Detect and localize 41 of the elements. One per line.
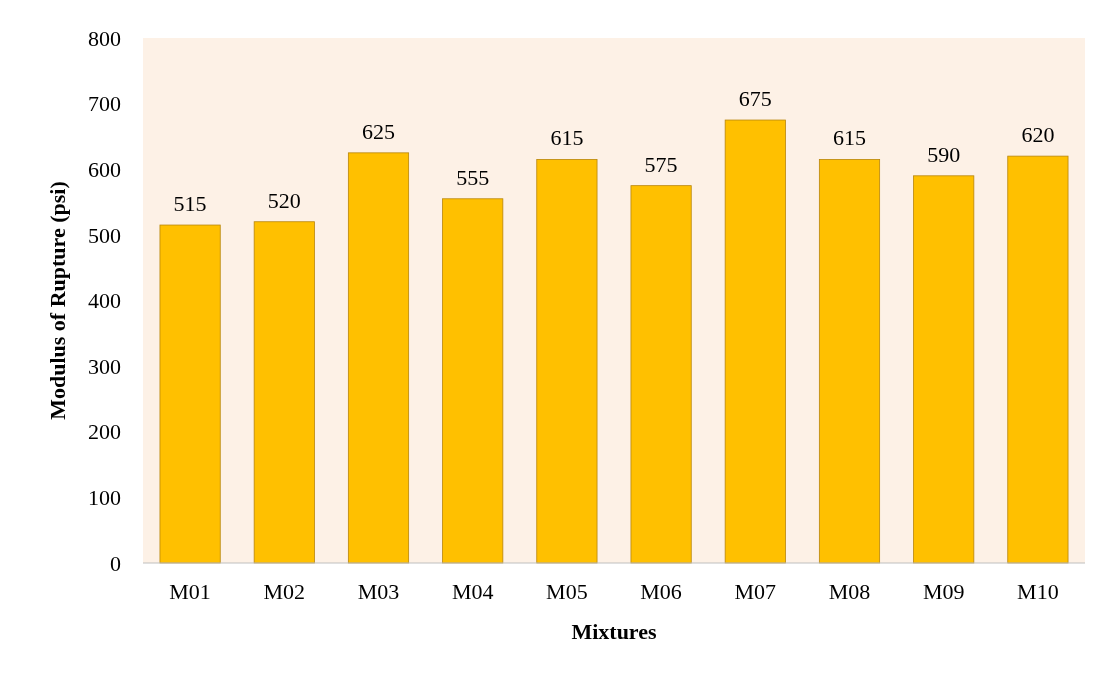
bar: [159, 224, 221, 564]
data-label: 675: [738, 86, 772, 112]
bar: [442, 198, 504, 564]
data-label: 555: [456, 164, 490, 190]
data-label: 625: [362, 118, 395, 144]
y-tick-label: 700: [88, 91, 121, 117]
bar: [253, 221, 315, 564]
x-tick-label: M01: [169, 579, 211, 604]
data-label: 515: [173, 191, 207, 217]
x-tick-label: M08: [828, 579, 871, 604]
y-tick-label: 0: [110, 550, 121, 576]
y-tick-label: 800: [88, 25, 121, 51]
x-tick-label: M05: [546, 579, 588, 604]
bar: [724, 119, 786, 564]
y-tick-label: 300: [88, 353, 121, 379]
y-tick-label: 600: [88, 156, 121, 182]
data-label: 615: [833, 125, 866, 151]
x-tick-label: M04: [451, 579, 494, 604]
y-axis-title: Modulus of Rupture (psi): [45, 181, 70, 420]
bar: [630, 185, 692, 564]
x-tick-label: M02: [263, 579, 306, 604]
data-label: 615: [550, 125, 584, 151]
y-tick-label: 400: [88, 288, 121, 314]
bar: [913, 175, 975, 564]
y-tick-label: 100: [88, 485, 121, 511]
data-label: 575: [644, 151, 678, 177]
x-axis-title: Mixtures: [571, 619, 657, 644]
bar: [818, 159, 881, 564]
x-tick-label: M03: [357, 579, 400, 604]
y-tick-label: 200: [88, 419, 121, 445]
data-label: 520: [267, 187, 301, 213]
bar: [1007, 155, 1069, 564]
x-tick-label: M10: [1017, 579, 1059, 604]
y-tick-label: 500: [88, 222, 121, 248]
bar: [536, 159, 598, 564]
x-tick-label: M09: [922, 579, 965, 604]
bar: [347, 152, 410, 564]
x-tick-label: M06: [640, 579, 682, 604]
x-tick-label: M07: [734, 579, 777, 604]
data-label: 590: [927, 141, 961, 167]
data-label: 620: [1021, 122, 1055, 148]
